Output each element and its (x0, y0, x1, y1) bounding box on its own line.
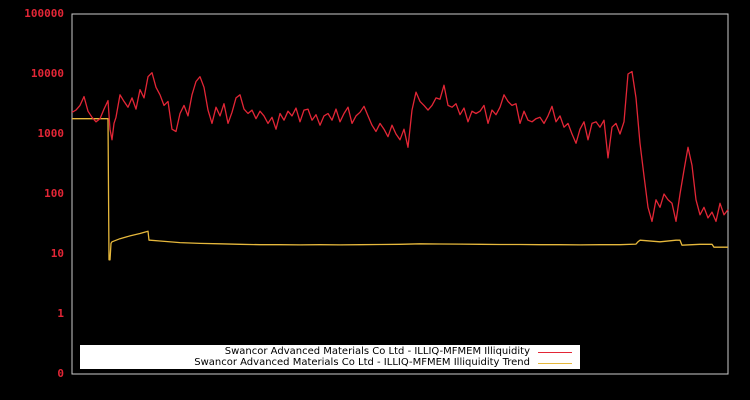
legend: Swancor Advanced Materials Co Ltd - ILLI… (80, 345, 580, 369)
y-tick-label: 10000 (30, 67, 64, 80)
legend-item-trend: Swancor Advanced Materials Co Ltd - ILLI… (194, 357, 580, 369)
y-tick-label: 1 (57, 307, 64, 320)
y-tick-label: 100000 (24, 7, 64, 20)
plot-area (71, 13, 729, 375)
series-layer (71, 70, 729, 261)
y-tick-label: 100 (44, 187, 64, 200)
legend-swatch-gold (538, 362, 572, 364)
legend-item-illiquidity: Swancor Advanced Materials Co Ltd - ILLI… (225, 346, 580, 358)
y-tick-label: 0 (57, 367, 64, 380)
legend-label: Swancor Advanced Materials Co Ltd - ILLI… (194, 357, 530, 368)
illiquidity-line (71, 70, 729, 223)
y-tick-label: 10 (50, 247, 64, 260)
legend-label: Swancor Advanced Materials Co Ltd - ILLI… (224, 346, 530, 357)
y-tick-label: 1000 (37, 127, 65, 140)
legend-swatch-red (538, 351, 572, 353)
trend-line (72, 118, 728, 261)
